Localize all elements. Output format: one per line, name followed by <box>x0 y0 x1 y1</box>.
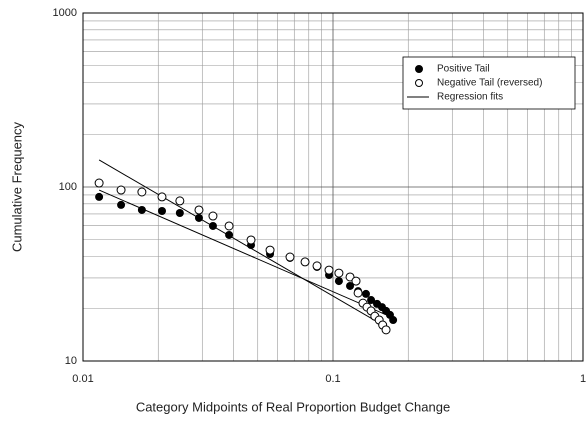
point <box>361 289 370 298</box>
point <box>324 265 334 275</box>
x-axis-label: Category Midpoints of Real Proportion Bu… <box>136 399 450 414</box>
y-axis-label: Cumulative Frequency <box>9 121 24 252</box>
point <box>346 281 355 290</box>
legend-label: Positive Tail <box>437 64 490 75</box>
point <box>334 268 344 278</box>
x-tick-label: 0.01 <box>72 373 93 385</box>
plot-frame <box>82 12 584 362</box>
point <box>208 221 217 230</box>
point <box>285 252 295 262</box>
legend-label: Regression fits <box>437 92 503 103</box>
legend-label: Negative Tail (reversed) <box>437 78 542 89</box>
point <box>334 277 343 286</box>
point <box>194 213 203 222</box>
point <box>208 211 218 221</box>
point <box>367 296 376 305</box>
point <box>265 245 275 255</box>
point <box>95 192 104 201</box>
point <box>157 192 167 202</box>
y-tick-label: 1000 <box>53 7 77 19</box>
point <box>224 221 234 231</box>
point <box>225 230 234 239</box>
point <box>194 205 204 215</box>
point <box>116 185 126 195</box>
legend-swatch <box>415 65 423 73</box>
point <box>353 288 363 298</box>
point <box>175 196 185 206</box>
point <box>300 257 310 267</box>
point <box>381 325 391 335</box>
point <box>137 205 146 214</box>
point <box>157 206 166 215</box>
legend: Positive Tail Negative Tail (reversed) Reg… <box>402 56 576 110</box>
point <box>175 208 184 217</box>
point <box>312 261 322 271</box>
y-tick-label: 100 <box>59 181 77 193</box>
y-tick-label: 10 <box>65 355 77 367</box>
regression-line <box>98 159 387 328</box>
legend-box <box>402 56 576 110</box>
point <box>137 187 147 197</box>
regression-line <box>98 189 394 319</box>
point <box>94 178 104 188</box>
point <box>117 200 126 209</box>
point <box>351 276 361 286</box>
point <box>389 316 398 325</box>
legend-swatch <box>415 79 423 87</box>
x-tick-label: 0.1 <box>325 373 340 385</box>
x-tick-label: 1 <box>580 373 586 385</box>
point <box>246 235 256 245</box>
